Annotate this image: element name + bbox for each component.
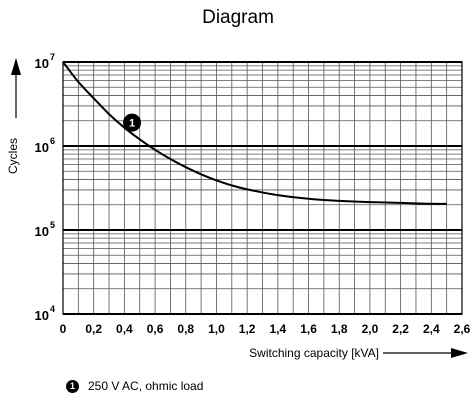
- x-tick-label: 0,8: [177, 322, 194, 336]
- plot-frame: [62, 61, 463, 315]
- x-tick-label: 1,8: [331, 322, 348, 336]
- x-tick-label: 2,6: [454, 322, 471, 336]
- curve-marker-badge: [123, 113, 142, 132]
- axis-labels: Cycles Switching capacity [kVA]: [6, 58, 468, 360]
- chart-title: Diagram: [202, 7, 274, 28]
- y-tick-exponent: 5: [50, 220, 55, 230]
- series-line: [62, 61, 447, 205]
- x-tick-label: 0,2: [85, 322, 102, 336]
- x-axis-label: Switching capacity [kVA]: [249, 346, 379, 360]
- y-tick-label: 10: [35, 140, 49, 155]
- x-tick-label: 0,4: [116, 322, 133, 336]
- x-tick-label: 1,4: [270, 322, 287, 336]
- y-tick-exponent: 4: [50, 304, 55, 314]
- x-tick-label: 2,2: [392, 322, 409, 336]
- y-axis-arrow-icon: [11, 58, 21, 75]
- y-tick-exponent: 7: [50, 52, 55, 62]
- y-tick-label: 10: [35, 224, 49, 239]
- legend-marker: 1: [66, 379, 79, 393]
- x-tick-label: 1,6: [300, 322, 317, 336]
- x-tick-label: 1,2: [239, 322, 256, 336]
- x-axis-arrow-icon: [451, 348, 468, 358]
- legend-item: 1 250 V AC, ohmic load: [66, 378, 203, 394]
- legend-text: 250 V AC, ohmic load: [88, 379, 204, 393]
- annotations: 1: [123, 113, 142, 132]
- x-tick-label: 2,4: [423, 322, 440, 336]
- x-tick-label: 0: [60, 322, 67, 336]
- x-tick-label: 1,0: [208, 322, 225, 336]
- x-tick-label: 2,0: [362, 322, 379, 336]
- grid: [62, 61, 463, 315]
- y-tick-exponent: 6: [50, 136, 55, 146]
- axes: 10 410 510 610 70 0,2 0,4 0,6 0,8 1,0 1,2 1,4 1,6 1,8…: [35, 52, 471, 336]
- y-axis-label: Cycles: [6, 138, 20, 174]
- x-tick-label: 0,6: [147, 322, 164, 336]
- curve-marker-label: 1: [129, 118, 135, 130]
- y-tick-label: 10: [35, 308, 49, 323]
- y-tick-label: 10: [35, 56, 49, 71]
- series: [62, 61, 447, 205]
